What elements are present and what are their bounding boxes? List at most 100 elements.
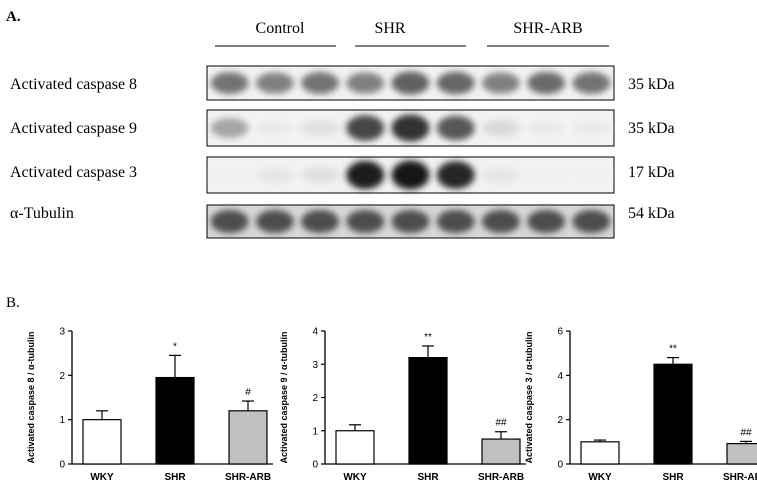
blot-band <box>436 161 475 189</box>
blot-band <box>346 115 385 141</box>
blot-label: Activated caspase 9 <box>10 120 137 137</box>
y-tick-label: 4 <box>312 327 318 338</box>
blot-band <box>572 167 611 183</box>
significance-mark: ## <box>495 418 507 429</box>
blot-band <box>301 209 340 234</box>
blot-row-caspase9: Activated caspase 9 35 kDa <box>10 120 675 137</box>
y-axis-label: Activated caspase 8 / α-tubulin <box>26 331 36 463</box>
significance-mark: # <box>245 387 251 398</box>
blot-band <box>481 119 520 137</box>
y-tick-label: 0 <box>312 460 318 471</box>
y-tick-label: 3 <box>312 360 318 371</box>
blot-band <box>436 115 475 141</box>
y-tick-label: 1 <box>312 426 318 437</box>
blot-size: 54 kDa <box>628 205 675 222</box>
y-tick-label: 2 <box>312 393 318 404</box>
significance-mark: ## <box>740 427 752 438</box>
category-label: WKY <box>90 472 114 483</box>
blot-band <box>436 71 475 95</box>
blot-band <box>255 72 294 94</box>
blot-band <box>301 72 340 94</box>
bar-chart-2: 0 1 2 3 4 Activated caspase 9 / α-tubulin WKY *… <box>279 327 526 483</box>
blot-strip <box>206 109 615 147</box>
blot-images <box>206 65 615 239</box>
blot-label: α-Tubulin <box>10 205 74 222</box>
bar-wky <box>82 419 122 465</box>
category-label: SHR-ARB <box>225 472 271 483</box>
y-tick-label: 3 <box>59 327 65 338</box>
blot-band <box>481 209 520 234</box>
blot-band <box>436 209 475 234</box>
y-tick-label: 1 <box>59 415 65 426</box>
blot-band <box>572 209 611 234</box>
blot-band <box>481 72 520 94</box>
bar-wky <box>335 430 375 465</box>
blot-label: Activated caspase 8 <box>10 76 137 93</box>
bar-shr <box>155 376 195 465</box>
blot-band <box>391 209 430 234</box>
blot-band <box>346 209 385 234</box>
significance-mark: * <box>173 341 177 352</box>
category-label: WKY <box>588 472 612 483</box>
category-label: SHR <box>662 472 684 483</box>
blot-band <box>210 209 249 234</box>
bar-shr <box>408 357 448 465</box>
y-tick-label: 2 <box>557 415 563 426</box>
blot-band <box>391 160 430 190</box>
blot-label: Activated caspase 3 <box>10 164 137 181</box>
significance-mark: ** <box>669 344 677 355</box>
group-label-shr-arb: SHR-ARB <box>513 20 582 37</box>
blot-band <box>255 209 294 234</box>
blot-band <box>572 120 611 136</box>
bar-shr-arb <box>228 410 268 465</box>
significance-mark: ** <box>424 332 432 343</box>
bar-shr-arb <box>481 438 521 465</box>
blot-size: 35 kDa <box>628 76 675 93</box>
y-tick-label: 0 <box>59 460 65 471</box>
blot-size: 35 kDa <box>628 120 675 137</box>
blot-strip <box>206 65 615 101</box>
panel-a-label: A. <box>6 9 21 25</box>
western-blot-panel: A. Control SHR SHR-ARB Activated caspase… <box>6 9 675 239</box>
y-axis-label: Activated caspase 9 / α-tubulin <box>279 331 289 463</box>
blot-band <box>210 118 249 138</box>
blot-band <box>255 120 294 136</box>
bar-chart-1: 0 1 2 3 Activated caspase 8 / α-tubulin WKY * S… <box>26 327 273 483</box>
blot-strip <box>206 204 615 239</box>
group-label-shr: SHR <box>374 20 405 37</box>
bar-shr-arb <box>726 443 757 465</box>
blot-band <box>527 209 566 234</box>
category-label: SHR <box>417 472 439 483</box>
y-tick-label: 0 <box>557 460 563 471</box>
y-tick-label: 4 <box>557 371 563 382</box>
blot-band <box>572 72 611 94</box>
blot-band <box>527 71 566 95</box>
blot-size: 17 kDa <box>628 164 675 181</box>
group-label-control: Control <box>256 20 305 37</box>
category-label: SHR-ARB <box>723 472 757 483</box>
blot-row-tubulin: α-Tubulin 54 kDa <box>10 205 675 222</box>
bar-chart-3: 0 2 4 6 Activated caspase 3 / α-tubulin WKY **… <box>524 327 757 483</box>
bar-charts-panel: B. 0 1 2 3 Activated caspase 8 / α-tubulin WK… <box>6 295 757 483</box>
blot-row-caspase3: Activated caspase 3 17 kDa <box>10 164 675 181</box>
blot-band <box>391 71 430 95</box>
y-tick-label: 6 <box>557 327 563 338</box>
y-tick-label: 2 <box>59 371 65 382</box>
blot-strip <box>206 156 615 194</box>
blot-band <box>210 72 249 94</box>
blot-band <box>301 119 340 137</box>
y-axis-label: Activated caspase 3 / α-tubulin <box>524 331 534 463</box>
blot-band <box>481 167 520 183</box>
blot-band <box>527 167 566 183</box>
blot-band <box>391 114 430 142</box>
bar-wky <box>580 441 620 465</box>
blot-band <box>527 120 566 136</box>
blot-band <box>346 160 385 190</box>
blot-band <box>346 72 385 94</box>
category-label: SHR-ARB <box>478 472 524 483</box>
panel-b-label: B. <box>6 295 20 311</box>
blot-band <box>255 167 294 183</box>
category-label: WKY <box>343 472 367 483</box>
blot-band <box>210 167 249 183</box>
